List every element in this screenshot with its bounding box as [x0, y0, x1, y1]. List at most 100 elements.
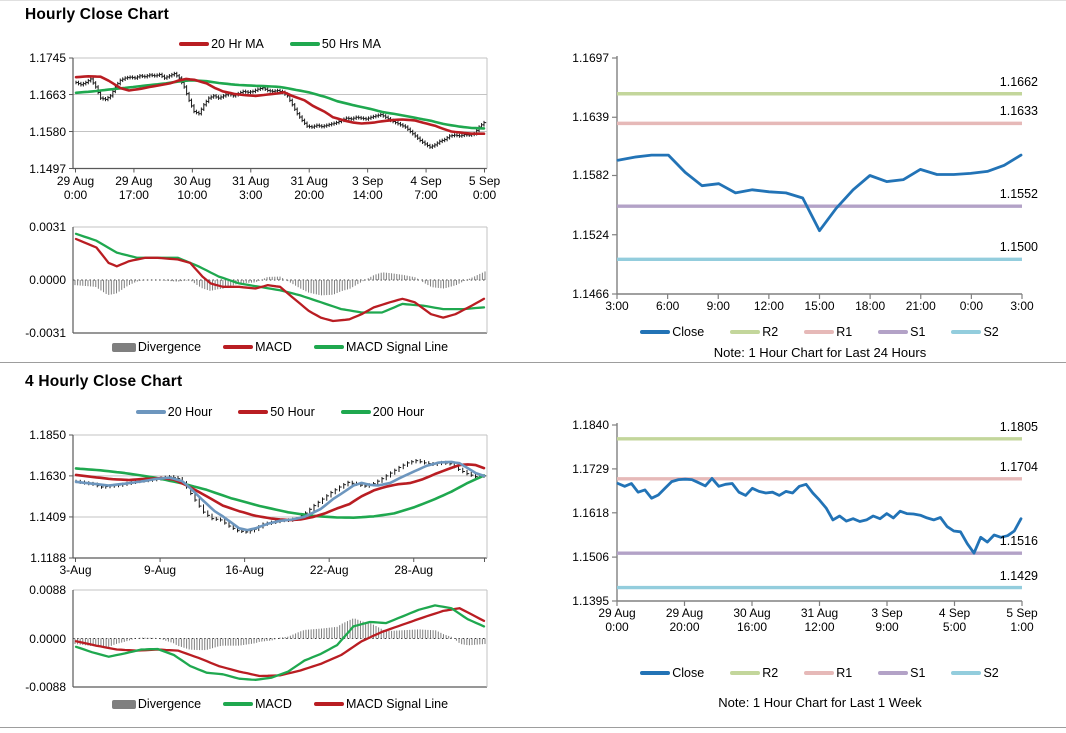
legend-item: R2 — [730, 666, 778, 680]
legend-item: 50 Hour — [238, 405, 315, 419]
x-tick-label: 3 Sep 9:00 — [871, 606, 903, 634]
x-tick-label: 12:00 — [753, 299, 784, 313]
legend-label: R1 — [836, 325, 853, 339]
line-swatch-icon — [640, 330, 671, 334]
x-tick-label: 29 Aug 0:00 — [56, 173, 95, 202]
section-divider — [0, 362, 1066, 363]
price-legend: 20 Hour 50 Hour 200 Hour — [45, 405, 515, 419]
bar-swatch-icon — [111, 342, 136, 352]
x-tick-label: 3:00 — [605, 299, 629, 313]
x-tick-label: 3 Sep 14:00 — [351, 173, 384, 202]
pivot-value-label: 1.1662 — [999, 74, 1038, 89]
x-tick-label: 5 Sep 1:00 — [1006, 606, 1038, 634]
x-tick-label: 28-Aug — [394, 563, 434, 577]
line-swatch-icon — [135, 410, 166, 414]
x-tick-label: 22-Aug — [309, 563, 349, 577]
legend-label: 20 Hr MA — [211, 37, 264, 51]
legend-item: Close — [640, 666, 704, 680]
line-swatch-icon — [640, 671, 671, 675]
legend-label: Close — [672, 325, 705, 339]
y-tick-label: 1.1697 — [572, 51, 609, 65]
legend-item: R2 — [730, 325, 778, 339]
legend-item: Divergence — [111, 697, 201, 711]
legend-item: 20 Hour — [135, 405, 212, 419]
line-swatch-icon — [878, 671, 909, 675]
y-tick-label: 1.1639 — [572, 110, 609, 125]
legend-label: MACD Signal Line — [345, 340, 449, 354]
x-tick-label: 0:00 — [959, 299, 984, 313]
pivot-legend: Close R2 R1 S1 S2 — [585, 325, 1055, 339]
legend-label: MACD — [255, 340, 292, 354]
x-tick-label: 31 Aug 12:00 — [800, 606, 839, 634]
legend-label: R2 — [762, 666, 779, 680]
four-hourly-chart-title: 4 Hourly Close Chart — [25, 373, 183, 390]
pivot-value-label: 1.1704 — [999, 459, 1038, 474]
legend-item: MACD Signal Line — [313, 697, 449, 711]
x-tick-label: 15:00 — [804, 299, 835, 313]
x-tick-label: 31 Aug 20:00 — [290, 173, 328, 202]
y-tick-label: 1.1663 — [29, 87, 66, 102]
x-tick-label: 4 Sep 7:00 — [410, 173, 442, 202]
y-tick-label: 1.1582 — [572, 168, 609, 183]
pivot-value-label: 1.1552 — [999, 187, 1038, 202]
x-tick-label: 30 Aug 16:00 — [733, 606, 771, 634]
line-swatch-icon — [340, 410, 371, 414]
line-swatch-icon — [730, 671, 761, 675]
legend-item: 20 Hr MA — [179, 37, 264, 51]
legend-label: 50 Hour — [270, 405, 315, 419]
pivot-value-label: 1.1805 — [999, 419, 1038, 434]
x-tick-label: 9:00 — [706, 299, 730, 313]
macd-y-tick-label: 0.0088 — [29, 583, 66, 597]
legend-item: R1 — [804, 666, 852, 680]
y-tick-label: 1.1188 — [30, 551, 66, 565]
line-swatch-icon — [804, 330, 835, 334]
x-tick-label: 30 Aug 10:00 — [173, 173, 212, 202]
macd-y-tick-label: 0.0031 — [29, 220, 66, 234]
legend-item: R1 — [804, 325, 852, 339]
pivot-value-label: 1.1633 — [999, 104, 1038, 119]
y-tick-label: 1.1497 — [29, 161, 66, 176]
y-tick-label: 1.1506 — [572, 550, 609, 565]
pivot-value-label: 1.1516 — [999, 534, 1038, 549]
legend-item: S2 — [951, 325, 999, 339]
y-tick-label: 1.1840 — [572, 418, 609, 432]
line-swatch-icon — [313, 702, 344, 706]
y-tick-label: 1.1630 — [29, 468, 66, 483]
y-tick-label: 1.1580 — [29, 124, 66, 139]
legend-label: S1 — [910, 325, 926, 339]
x-tick-label: 4 Sep 5:00 — [938, 606, 971, 634]
bar-swatch-icon — [111, 699, 136, 709]
x-tick-label: 29 Aug 20:00 — [665, 606, 704, 634]
y-tick-label: 1.1729 — [572, 461, 609, 476]
legend-label: S2 — [983, 325, 999, 339]
line-swatch-icon — [179, 42, 210, 46]
legend-item: MACD — [223, 697, 292, 711]
macd-y-tick-label: -0.0031 — [25, 326, 66, 340]
line-swatch-icon — [951, 671, 982, 675]
x-tick-label: 5 Sep 0:00 — [468, 173, 501, 202]
x-tick-label: 3-Aug — [59, 563, 92, 577]
y-tick-label: 1.1466 — [572, 287, 609, 301]
legend-item: Close — [640, 325, 704, 339]
x-tick-label: 9-Aug — [144, 563, 177, 577]
legend-item: S1 — [878, 325, 925, 339]
line-swatch-icon — [951, 330, 982, 334]
line-swatch-icon — [223, 345, 254, 349]
x-tick-label: 3:00 — [1010, 299, 1034, 313]
legend-item: MACD Signal Line — [313, 340, 449, 354]
line-swatch-icon — [730, 330, 761, 334]
y-tick-label: 1.1745 — [29, 51, 66, 65]
legend-label: R2 — [762, 325, 779, 339]
legend-label: Close — [672, 666, 705, 680]
legend-item: MACD — [223, 340, 292, 354]
price-legend: 20 Hr MA 50 Hrs MA — [45, 37, 515, 51]
legend-label: MACD Signal Line — [345, 697, 449, 711]
macd-y-tick-label: 0.0000 — [29, 273, 66, 287]
x-tick-label: 16-Aug — [225, 563, 264, 577]
macd-y-tick-label: -0.0088 — [25, 680, 66, 694]
legend-label: 50 Hrs MA — [321, 37, 381, 51]
legend-label: S2 — [983, 666, 999, 680]
legend-label: R1 — [836, 666, 853, 680]
